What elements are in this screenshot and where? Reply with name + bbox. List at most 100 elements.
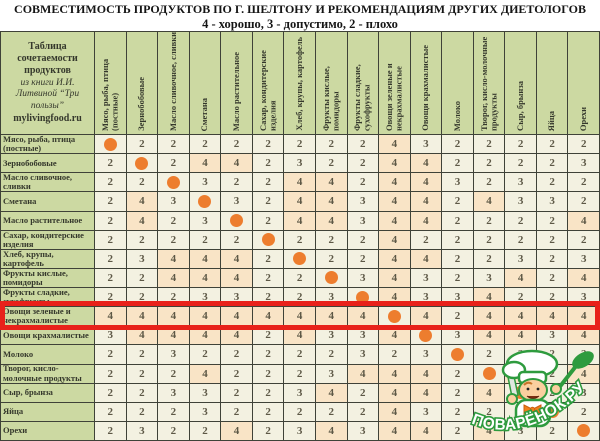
row-label-12: Молоко [1,345,94,364]
matrix-cell-r13-c11: 4 [410,364,442,383]
matrix-cell-r5-c4: 3 [189,211,221,230]
matrix-cell-r10-c10 [379,307,410,326]
matrix-cell-r6-c13: 2 [473,230,505,249]
povarenok-logo: ПОВАРЁНОК.РУ [468,349,594,435]
matrix-cell-r12-c9: 3 [347,345,379,364]
matrix-cell-r13-c10: 4 [379,364,410,383]
matrix-cell-r13-c2: 2 [126,364,158,383]
matrix-cell-r11-c7: 4 [284,326,315,345]
matrix-cell-r2-c15: 2 [536,154,568,173]
col-header-14: Сыр, брынза [505,32,536,134]
matrix-cell-r16-c4: 2 [189,421,221,440]
matrix-cell-r7-c7 [284,249,315,268]
matrix-cell-r4-c12: 2 [442,192,473,211]
matrix-cell-r1-c5: 2 [221,135,252,154]
self-pair-dot-icon [356,290,370,304]
matrix-cell-r5-c13: 2 [473,211,505,230]
matrix-cell-r14-c7: 3 [284,383,315,402]
matrix-cell-r7-c3: 4 [158,249,189,268]
matrix-cell-r5-c16: 4 [568,211,599,230]
matrix-cell-r10-c2: 4 [126,307,158,326]
matrix-cell-r8-c4: 4 [189,268,221,287]
corner-source: из книги И.И. Литвиной “Три пользы” [15,77,80,111]
matrix-cell-r10-c6: 4 [252,307,284,326]
matrix-cell-r15-c2: 2 [126,402,158,421]
corner-heading: Таблица сочетаемости продуктов [17,40,78,76]
matrix-cell-r4-c7: 4 [284,192,315,211]
matrix-cell-r4-c2: 4 [126,192,158,211]
matrix-cell-r2-c6: 2 [252,154,284,173]
matrix-cell-r3-c9: 2 [347,173,379,192]
matrix-cell-r3-c8: 4 [315,173,347,192]
matrix-cell-r3-c2: 2 [126,173,158,192]
matrix-cell-r12-c11: 3 [410,345,442,364]
matrix-cell-r10-c16: 4 [568,307,599,326]
self-pair-dot-icon [577,424,591,438]
self-pair-dot-icon [419,328,433,342]
matrix-cell-r8-c14: 4 [505,268,536,287]
matrix-cell-r13-c9: 4 [347,364,379,383]
matrix-cell-r3-c12: 3 [442,173,473,192]
matrix-cell-r12-c12 [442,345,473,364]
matrix-cell-r2-c16: 3 [568,154,599,173]
self-pair-dot-icon [450,347,464,361]
self-pair-dot-icon [230,214,244,228]
matrix-cell-r1-c10: 4 [379,135,410,154]
matrix-cell-r10-c4: 4 [189,307,221,326]
matrix-cell-r11-c5: 4 [221,326,252,345]
chef-mascot-icon [501,349,594,428]
matrix-cell-r9-c14: 2 [505,288,536,307]
matrix-cell-r8-c16: 4 [568,268,599,287]
matrix-cell-r7-c1: 2 [95,249,126,268]
matrix-cell-r11-c3: 4 [158,326,189,345]
matrix-cell-r10-c1: 4 [95,307,126,326]
matrix-cell-r1-c8: 2 [315,135,347,154]
matrix-cell-r14-c8: 4 [315,383,347,402]
matrix-cell-r5-c5 [221,211,252,230]
matrix-cell-r3-c4: 3 [189,173,221,192]
matrix-cell-r16-c5: 4 [221,421,252,440]
corner-site-url: mylivingfood.ru [13,113,82,125]
matrix-cell-r6-c3: 2 [158,230,189,249]
matrix-cell-r12-c4: 2 [189,345,221,364]
matrix-cell-r10-c9: 4 [347,307,379,326]
matrix-cell-r8-c10: 4 [379,268,410,287]
matrix-cell-r11-c11 [410,326,442,345]
matrix-cell-r2-c3: 2 [158,154,189,173]
col-header-11: Овощи крахмалистые [410,32,442,134]
matrix-cell-r3-c5: 2 [221,173,252,192]
matrix-cell-r1-c6: 2 [252,135,284,154]
matrix-cell-r13-c6: 2 [252,364,284,383]
self-pair-dot-icon [293,252,307,266]
matrix-cell-r3-c11: 4 [410,173,442,192]
matrix-cell-r2-c11: 4 [410,154,442,173]
matrix-cell-r6-c2: 2 [126,230,158,249]
matrix-cell-r1-c2: 2 [126,135,158,154]
matrix-cell-r2-c9: 2 [347,154,379,173]
col-header-13: Творог, кисло-молочные продукты [473,32,505,134]
matrix-cell-r12-c1: 2 [95,345,126,364]
matrix-cell-r1-c15: 2 [536,135,568,154]
matrix-cell-r12-c13: 2 [473,345,505,364]
matrix-cell-r7-c14: 3 [505,249,536,268]
matrix-cell-r1-c16: 2 [568,135,599,154]
matrix-cell-r13-c3: 2 [158,364,189,383]
matrix-cell-r13-c7: 2 [284,364,315,383]
matrix-cell-r8-c15: 2 [536,268,568,287]
matrix-cell-r9-c8: 3 [315,288,347,307]
matrix-cell-r12-c6: 2 [252,345,284,364]
row-label-1: Мясо, рыба, птица (постные) [1,135,94,154]
matrix-cell-r4-c5: 3 [221,192,252,211]
matrix-cell-r9-c16: 3 [568,288,599,307]
matrix-cell-r14-c12: 2 [442,383,473,402]
matrix-cell-r16-c13: 4 [473,421,505,440]
matrix-cell-r10-c12: 2 [442,307,473,326]
matrix-cell-r9-c15: 2 [536,288,568,307]
col-header-4: Сметана [189,32,221,134]
matrix-cell-r12-c8: 2 [315,345,347,364]
matrix-cell-r2-c4: 4 [189,154,221,173]
matrix-cell-r7-c16: 3 [568,249,599,268]
matrix-cell-r2-c7: 3 [284,154,315,173]
matrix-cell-r12-c5: 2 [221,345,252,364]
matrix-cell-r3-c16: 2 [568,173,599,192]
